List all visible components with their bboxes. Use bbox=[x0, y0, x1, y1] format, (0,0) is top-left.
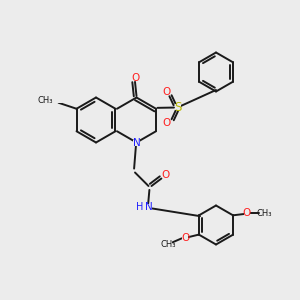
Bar bbox=[133, 140, 140, 146]
Bar bbox=[146, 204, 152, 210]
Bar bbox=[175, 104, 181, 110]
Bar bbox=[182, 236, 188, 241]
Bar bbox=[244, 211, 250, 216]
Text: O: O bbox=[131, 73, 139, 83]
Text: N: N bbox=[145, 202, 153, 212]
Bar bbox=[163, 89, 169, 94]
Text: H: H bbox=[136, 202, 143, 212]
Text: CH₃: CH₃ bbox=[160, 240, 176, 249]
Text: O: O bbox=[161, 170, 170, 180]
Text: O: O bbox=[162, 118, 170, 128]
Text: O: O bbox=[162, 87, 170, 97]
Text: CH₃: CH₃ bbox=[256, 209, 272, 218]
Text: CH₃: CH₃ bbox=[37, 96, 52, 105]
Bar bbox=[46, 97, 62, 103]
Bar bbox=[132, 76, 138, 81]
Bar bbox=[164, 242, 172, 247]
Text: S: S bbox=[174, 101, 182, 114]
Bar bbox=[162, 172, 169, 178]
Bar bbox=[163, 120, 169, 126]
Text: O: O bbox=[243, 208, 251, 218]
Text: N: N bbox=[133, 137, 140, 148]
Bar bbox=[136, 204, 142, 210]
Text: O: O bbox=[181, 233, 189, 243]
Bar bbox=[260, 211, 268, 216]
